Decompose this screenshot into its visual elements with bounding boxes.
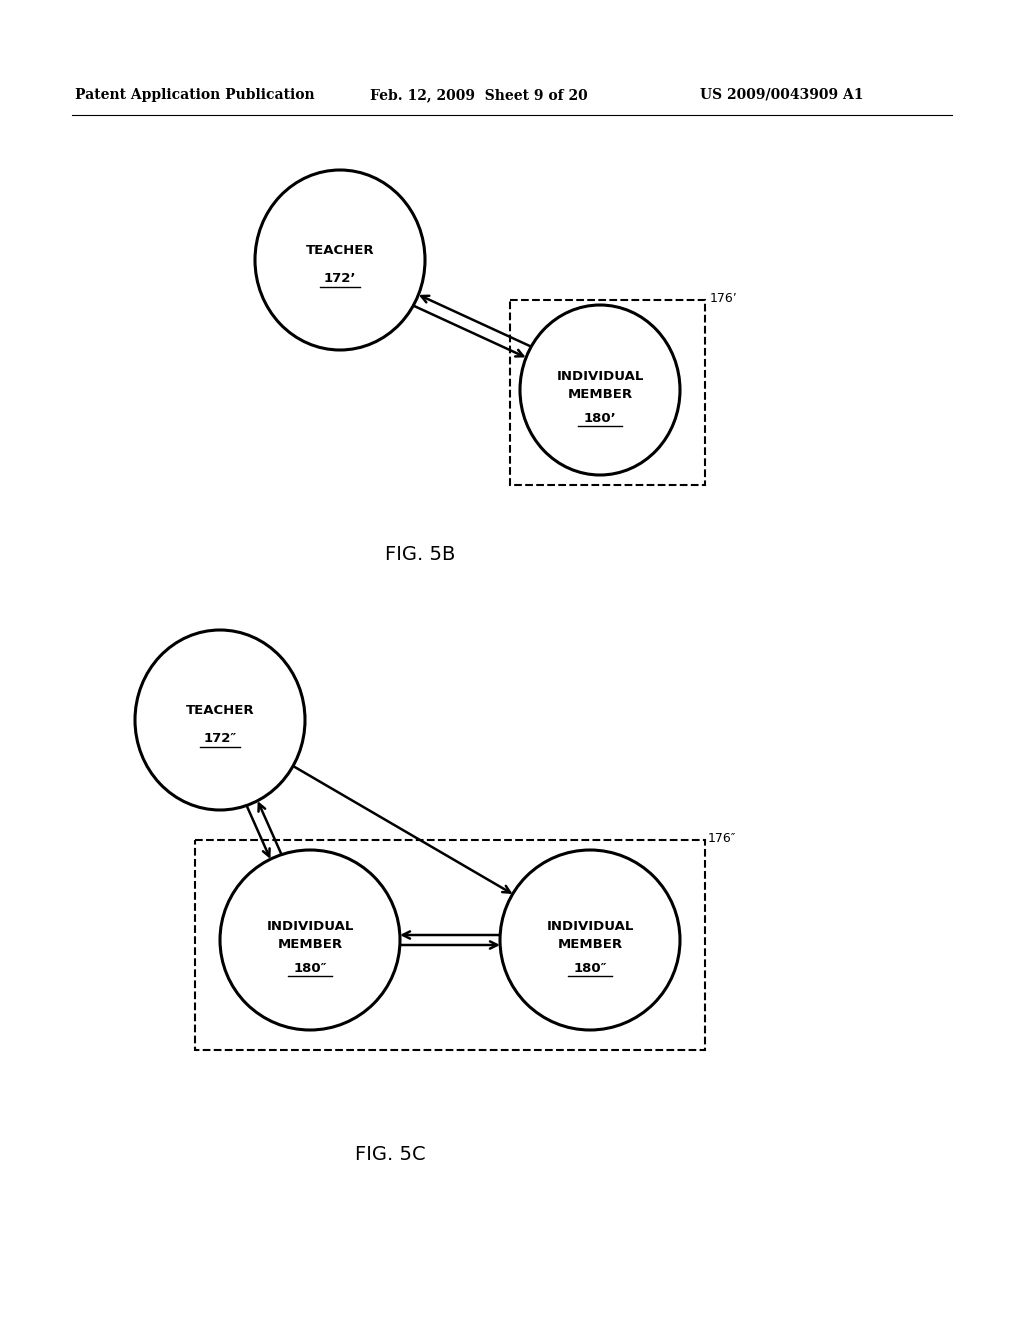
- Ellipse shape: [255, 170, 425, 350]
- Text: FIG. 5C: FIG. 5C: [354, 1146, 425, 1164]
- Text: 176″: 176″: [708, 832, 736, 845]
- Text: MEMBER: MEMBER: [567, 388, 633, 400]
- Text: US 2009/0043909 A1: US 2009/0043909 A1: [700, 88, 863, 102]
- Ellipse shape: [220, 850, 400, 1030]
- Text: 180″: 180″: [573, 961, 607, 974]
- Text: MEMBER: MEMBER: [557, 937, 623, 950]
- Text: Patent Application Publication: Patent Application Publication: [75, 88, 314, 102]
- Text: FIG. 5B: FIG. 5B: [385, 545, 456, 565]
- Text: TEACHER: TEACHER: [306, 243, 375, 256]
- Text: 176’: 176’: [710, 292, 737, 305]
- Bar: [195, 840, 705, 1049]
- Text: 172″: 172″: [204, 731, 237, 744]
- Text: Feb. 12, 2009  Sheet 9 of 20: Feb. 12, 2009 Sheet 9 of 20: [370, 88, 588, 102]
- Text: 180’: 180’: [584, 412, 616, 425]
- Ellipse shape: [135, 630, 305, 810]
- Text: 172’: 172’: [324, 272, 356, 285]
- Ellipse shape: [500, 850, 680, 1030]
- Text: MEMBER: MEMBER: [278, 937, 343, 950]
- Bar: [510, 300, 705, 484]
- Text: INDIVIDUAL: INDIVIDUAL: [547, 920, 634, 932]
- Text: TEACHER: TEACHER: [185, 704, 254, 717]
- Ellipse shape: [520, 305, 680, 475]
- Text: 180″: 180″: [293, 961, 327, 974]
- Text: INDIVIDUAL: INDIVIDUAL: [266, 920, 353, 932]
- Text: INDIVIDUAL: INDIVIDUAL: [556, 370, 644, 383]
